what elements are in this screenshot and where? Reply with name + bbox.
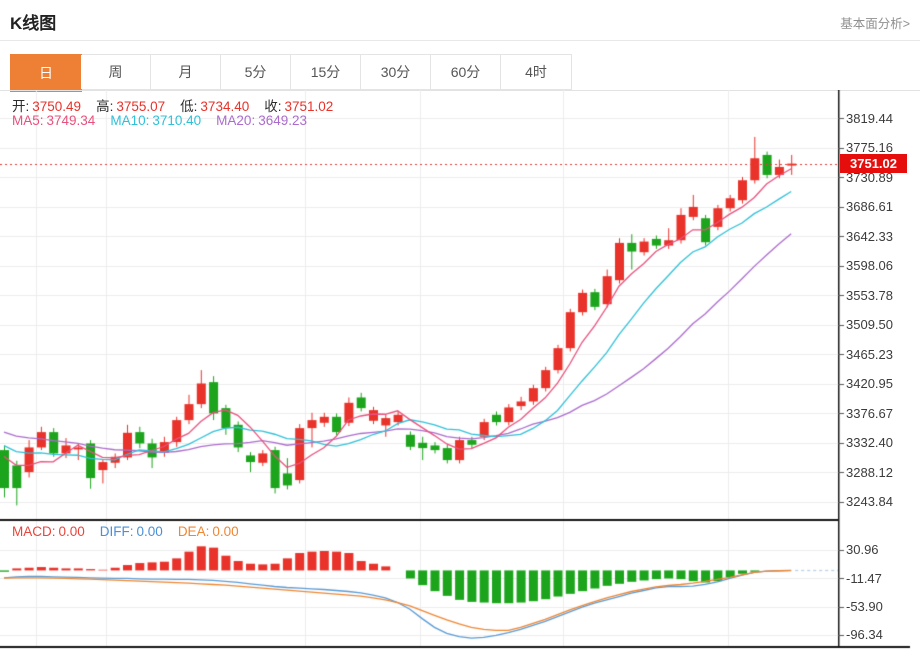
current-price-badge: 3751.02 — [840, 154, 907, 173]
ma-legend-ma10: MA10: 3710.40 — [110, 113, 202, 128]
fundamental-analysis-link[interactable]: 基本面分析> — [840, 17, 910, 31]
tab-week[interactable]: 周 — [81, 55, 151, 89]
price-axis-label: 3509.50 — [846, 317, 893, 332]
tab-30min[interactable]: 30分 — [361, 55, 431, 89]
tab-5min[interactable]: 5分 — [221, 55, 291, 89]
macd-axis-label: 30.96 — [846, 542, 879, 558]
price-axis-label: 3288.12 — [846, 464, 893, 480]
price-axis-label: 3819.44 — [846, 110, 893, 126]
macd-axis-label: -11.47 — [846, 570, 882, 586]
tab-60min[interactable]: 60分 — [431, 55, 501, 89]
macd-legend-macd: MACD: 0.00 — [12, 524, 85, 539]
price-axis-label: 3730.89 — [846, 169, 893, 185]
price-axis-label: 3775.16 — [846, 140, 893, 155]
macd-legend: MACD: 0.00 DIFF: 0.00 DEA: 0.00 — [12, 524, 239, 539]
ma-legend-ma5: MA5: 3749.34 — [12, 113, 96, 128]
ohlc-legend-close: 收: 3751.02 — [264, 99, 334, 114]
header-divider — [0, 40, 920, 41]
macd-axis-label: -53.90 — [846, 599, 883, 614]
tab-15min[interactable]: 15分 — [291, 55, 361, 89]
price-axis-label: 3376.67 — [846, 405, 893, 421]
macd-legend-diff: DIFF: 0.00 — [99, 524, 163, 539]
ohlc-legend-low: 低: 3734.40 — [180, 99, 250, 114]
price-axis-label: 3465.23 — [846, 346, 893, 362]
tab-day[interactable]: 日 — [10, 54, 82, 92]
price-axis-label: 3598.06 — [846, 258, 893, 273]
macd-axis-label: -96.34 — [846, 627, 883, 643]
price-axis-label: 3642.33 — [846, 228, 893, 244]
tab-4hour[interactable]: 4时 — [501, 55, 571, 89]
ohlc-legend-high: 高: 3755.07 — [96, 99, 166, 114]
period-tab-bar: 日周月 5分 15分 30分 60分 4时 — [10, 54, 572, 92]
price-axis-label: 3243.84 — [846, 494, 893, 509]
ma-legend: MA5: 3749.34 MA10: 3710.40 MA20: 3649.23 — [12, 113, 307, 128]
price-axis-label: 3686.61 — [846, 199, 893, 214]
ohlc-legend: 开: 3750.49 高: 3755.07 低: 3734.40 收: 3751.02 — [12, 95, 333, 115]
price-axis-label: 3553.78 — [846, 287, 893, 303]
ohlc-legend-open: 开: 3750.49 — [12, 99, 82, 114]
ma-legend-ma20: MA20: 3649.23 — [216, 113, 308, 128]
page-title: K线图 — [10, 14, 57, 33]
price-axis-label: 3420.95 — [846, 376, 893, 391]
price-axis-label: 3332.40 — [846, 435, 893, 450]
tab-month[interactable]: 月 — [151, 55, 221, 89]
kline-chart-canvas[interactable] — [0, 90, 912, 650]
macd-legend-dea: DEA: 0.00 — [177, 524, 239, 539]
